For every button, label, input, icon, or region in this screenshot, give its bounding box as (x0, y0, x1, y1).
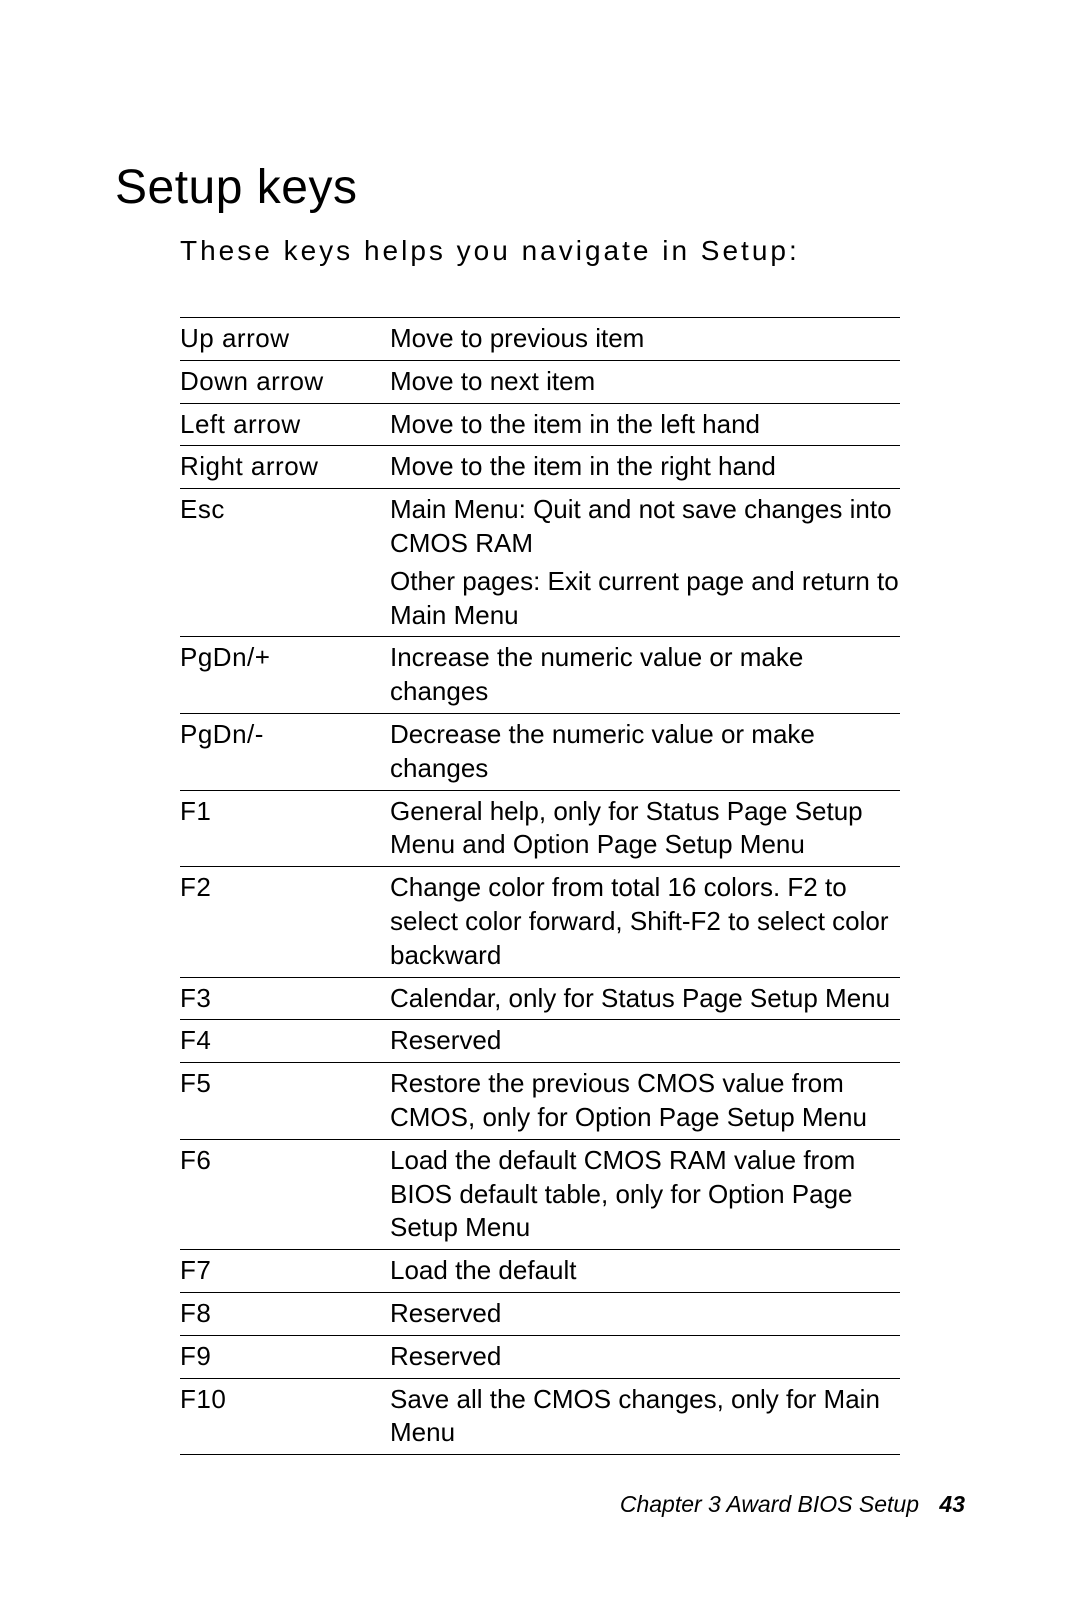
key-cell: F9 (180, 1335, 390, 1378)
desc-cell: Main Menu: Quit and not save changes int… (390, 489, 900, 637)
desc-cell: Reserved (390, 1335, 900, 1378)
key-cell: Esc (180, 489, 390, 637)
key-cell: F6 (180, 1139, 390, 1249)
desc-cell: Restore the previous CMOS value from CMO… (390, 1063, 900, 1140)
desc-cell: Decrease the numeric value or make chang… (390, 713, 900, 790)
setup-keys-table: Up arrow Move to previous item Down arro… (180, 317, 900, 1455)
desc-line: Main Menu: Quit and not save changes int… (390, 493, 900, 561)
key-cell: PgDn/+ (180, 637, 390, 714)
desc-cell: Move to previous item (390, 318, 900, 361)
table-row: F3 Calendar, only for Status Page Setup … (180, 977, 900, 1020)
key-cell: Up arrow (180, 318, 390, 361)
key-cell: Down arrow (180, 360, 390, 403)
table-row: Left arrow Move to the item in the left … (180, 403, 900, 446)
desc-cell: Calendar, only for Status Page Setup Men… (390, 977, 900, 1020)
key-cell: Right arrow (180, 446, 390, 489)
table-row: F9 Reserved (180, 1335, 900, 1378)
desc-cell: General help, only for Status Page Setup… (390, 790, 900, 867)
desc-cell: Move to the item in the left hand (390, 403, 900, 446)
key-cell: F1 (180, 790, 390, 867)
key-cell: F4 (180, 1020, 390, 1063)
desc-cell: Increase the numeric value or make chang… (390, 637, 900, 714)
table-row: Esc Main Menu: Quit and not save changes… (180, 489, 900, 637)
key-cell: F3 (180, 977, 390, 1020)
key-cell: F7 (180, 1250, 390, 1293)
key-cell: F10 (180, 1378, 390, 1455)
desc-cell: Reserved (390, 1020, 900, 1063)
table-row: Right arrow Move to the item in the righ… (180, 446, 900, 489)
desc-cell: Reserved (390, 1292, 900, 1335)
desc-cell: Move to the item in the right hand (390, 446, 900, 489)
desc-line: Other pages: Exit current page and retur… (390, 565, 900, 633)
table-row: PgDn/- Decrease the numeric value or mak… (180, 713, 900, 790)
footer-page-number: 43 (939, 1491, 965, 1517)
key-cell: F2 (180, 867, 390, 977)
page-footer: Chapter 3 Award BIOS Setup 43 (620, 1491, 965, 1518)
key-cell: PgDn/- (180, 713, 390, 790)
table-row: F1 General help, only for Status Page Se… (180, 790, 900, 867)
desc-cell: Load the default (390, 1250, 900, 1293)
desc-cell: Change color from total 16 colors. F2 to… (390, 867, 900, 977)
page-subtitle: These keys helps you navigate in Setup: (180, 235, 965, 267)
desc-cell: Save all the CMOS changes, only for Main… (390, 1378, 900, 1455)
table-row: F10 Save all the CMOS changes, only for … (180, 1378, 900, 1455)
footer-chapter: Chapter 3 Award BIOS Setup (620, 1491, 919, 1517)
table-row: F5 Restore the previous CMOS value from … (180, 1063, 900, 1140)
key-cell: Left arrow (180, 403, 390, 446)
page-title: Setup keys (115, 160, 965, 215)
table-row: F6 Load the default CMOS RAM value from … (180, 1139, 900, 1249)
key-cell: F5 (180, 1063, 390, 1140)
table-row: F7 Load the default (180, 1250, 900, 1293)
key-cell: F8 (180, 1292, 390, 1335)
table-row: F2 Change color from total 16 colors. F2… (180, 867, 900, 977)
document-page: Setup keys These keys helps you navigate… (0, 0, 1080, 1618)
table-row: Down arrow Move to next item (180, 360, 900, 403)
table-row: F4 Reserved (180, 1020, 900, 1063)
table-row (180, 1455, 900, 1456)
desc-cell: Move to next item (390, 360, 900, 403)
table-row: PgDn/+ Increase the numeric value or mak… (180, 637, 900, 714)
desc-cell: Load the default CMOS RAM value from BIO… (390, 1139, 900, 1249)
table-row: F8 Reserved (180, 1292, 900, 1335)
table-row: Up arrow Move to previous item (180, 318, 900, 361)
